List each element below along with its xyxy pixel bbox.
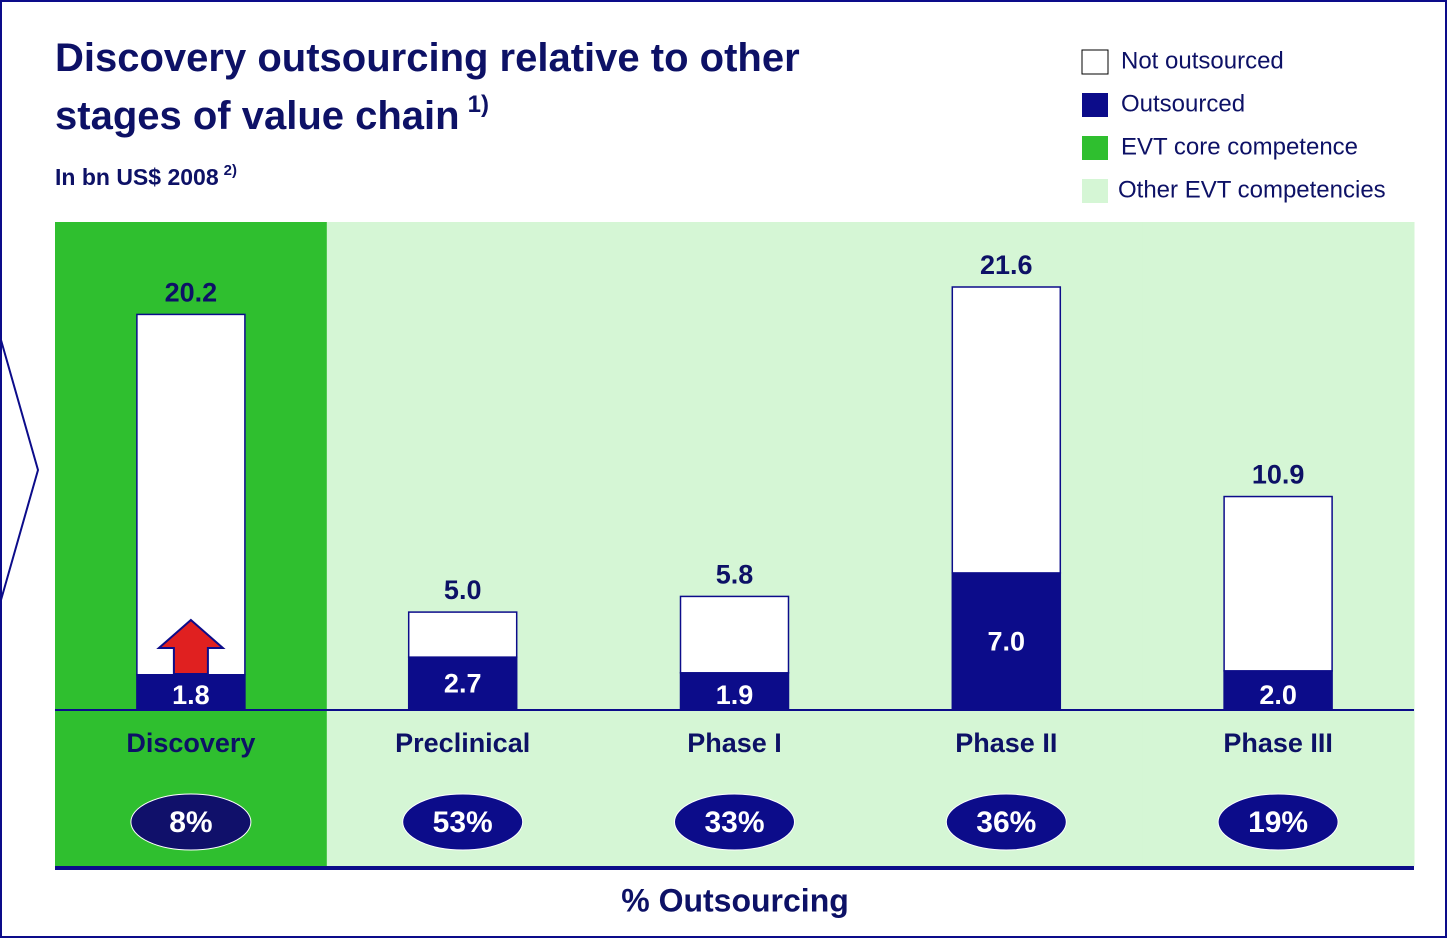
category-label: Phase III [1223,728,1333,758]
legend-swatch [1082,93,1108,117]
chart-title-line: stages of value chain [55,94,460,138]
legend-label: Not outsourced [1121,47,1284,74]
outsourcing-label: 36% [976,806,1036,839]
legend-swatch [1081,49,1109,75]
outsourcing-badge [674,793,795,851]
total-label: 10.9 [1252,460,1305,490]
total-label: 21.6 [980,250,1033,280]
outsourcing-title: % Outsourcing [621,882,849,918]
bar-segment [679,595,790,674]
category-label: Phase II [955,728,1057,758]
subtitle: In bn US$ 2008 2) [55,162,237,190]
outsourcing-label: 19% [1248,806,1308,839]
bar-segment [1223,670,1333,711]
total-label: 5.0 [444,575,482,605]
subtitle-note: 2) [224,162,237,179]
legend-label: EVT core competence [1121,133,1358,160]
legend-swatch [1082,136,1108,160]
chart-title-line: Discovery outsourcing relative to other [55,36,800,80]
outsourcing-badge [402,793,524,851]
total-label: 20.2 [165,278,218,308]
category-label: Discovery [126,728,255,758]
data-label: 1.8 [172,680,210,710]
region [326,222,600,866]
outsourcing-badge [130,793,252,851]
subtitle-text: In bn US$ 2008 [55,164,219,190]
data-label: 7.0 [988,627,1026,657]
growth-arrow [156,618,226,675]
outsourcing-badge [1217,793,1339,851]
data-label: 2.0 [1259,680,1297,710]
outsourcing-badge [945,793,1067,851]
legend-label: Other EVT competencies [1118,176,1386,203]
region [598,222,871,866]
legend: Not outsourced Outsourced EVT core compete… [1081,47,1386,203]
chevron [0,339,40,601]
outsourcing-label: 53% [433,806,493,839]
legend-label: Outsourced [1121,90,1245,117]
chart-title: Discovery outsourcing relative to other s… [55,36,800,138]
data-label: 2.7 [444,669,482,699]
outsourcing-label: 33% [704,806,764,839]
outsourcing-label: 8% [169,806,212,839]
regions [55,222,1415,866]
legend-swatch [1082,179,1108,203]
bar-segment [1223,495,1333,672]
title-note: 1) [468,91,489,118]
bar-segment [136,674,246,711]
bar-segment [407,611,518,658]
data-label: 1.9 [716,680,754,710]
total-label: 5.8 [716,560,754,590]
bar-segment [136,313,246,676]
category-label: Preclinical [395,728,530,758]
category-label: Phase I [687,728,782,758]
bar-segment [951,286,1062,574]
